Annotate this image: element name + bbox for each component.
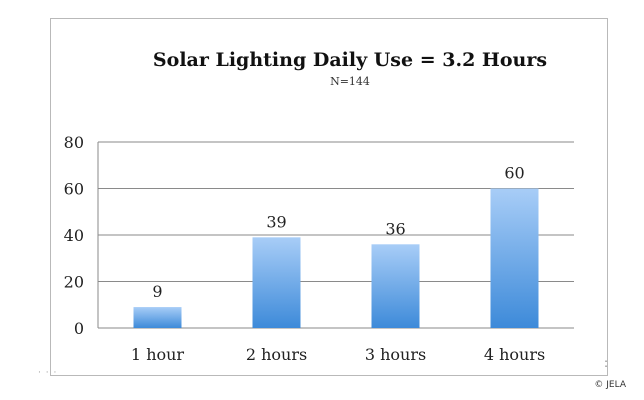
bar-1-hour [133,307,182,328]
data-label: 36 [385,219,405,238]
chart-subtitle: N=144 [330,75,370,88]
data-label: 39 [266,212,286,231]
bar-4-hours [490,188,539,328]
y-tick-label: 40 [64,226,84,245]
bars [133,188,539,328]
chart-title: Solar Lighting Daily Use = 3.2 Hours [153,49,547,71]
bar-2-hours [252,237,301,328]
y-tick-label: 20 [64,273,84,292]
y-tick-label: 0 [74,319,84,338]
x-tick-label: 2 hours [246,345,307,364]
x-tick-label: 1 hour [131,345,185,364]
footer-dots: · · · [38,368,58,378]
bar-3-hours [371,244,420,328]
y-axis-ticks: 0 20 40 60 80 [64,133,84,338]
copyright-credit: © JELA [594,380,626,390]
y-tick-label: 60 [64,180,84,199]
x-tick-label: 4 hours [484,345,545,364]
data-label: 60 [504,164,524,183]
data-label: 9 [152,282,162,301]
footer-colon: : [604,356,609,370]
data-labels: 9 39 36 60 [152,164,524,302]
x-tick-label: 3 hours [365,345,426,364]
x-axis-ticks: 1 hour 2 hours 3 hours 4 hours [131,345,545,364]
y-tick-label: 80 [64,133,84,152]
